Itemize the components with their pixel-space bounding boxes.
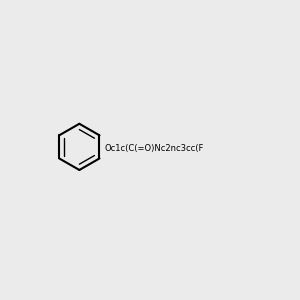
Text: Oc1c(C(=O)Nc2nc3cc(F: Oc1c(C(=O)Nc2nc3cc(F [104,145,203,154]
